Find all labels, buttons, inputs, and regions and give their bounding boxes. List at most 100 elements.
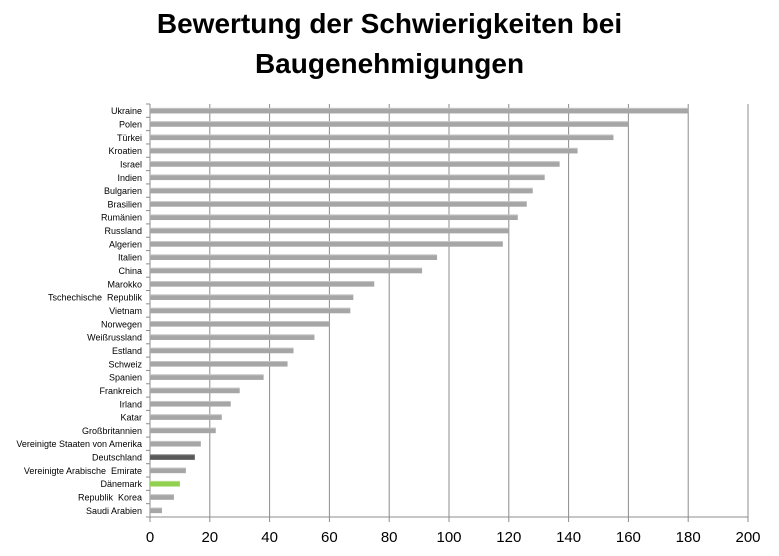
x-tick-label-4: 80 (381, 529, 398, 546)
bar-highlight-29 (150, 494, 174, 496)
bar-23 (150, 414, 222, 420)
bar-highlight-14 (150, 294, 354, 296)
category-label-16: Norwegen (101, 319, 142, 329)
bar-5 (150, 174, 545, 181)
bar-29 (150, 494, 174, 500)
bar-22 (150, 400, 231, 407)
category-label-15: Vietnam (109, 306, 142, 316)
category-label-14: Tschechische Republik (48, 293, 143, 303)
bar-highlight-3 (150, 147, 578, 149)
category-label-10: Algerien (109, 239, 142, 249)
bar-15 (150, 307, 351, 314)
x-tick-label-5: 100 (436, 529, 461, 546)
category-label-2: Türkei (117, 133, 142, 143)
bar-3 (150, 147, 578, 154)
bar-highlight-0 (150, 107, 689, 109)
bar-8 (150, 214, 518, 221)
bar-highlight-28 (150, 480, 180, 482)
category-label-3: Kroatien (108, 146, 142, 156)
bar-highlight-24 (150, 427, 216, 429)
bar-11 (150, 254, 438, 261)
bar-0 (150, 107, 689, 114)
bar-12 (150, 267, 423, 274)
bar-26 (150, 454, 195, 460)
category-label-26: Deutschland (92, 453, 142, 463)
bar-highlight-11 (150, 254, 438, 256)
category-label-6: Bulgarien (104, 186, 142, 196)
category-label-0: Ukraine (111, 106, 142, 116)
category-label-11: Italien (118, 253, 142, 263)
bar-18 (150, 347, 294, 354)
bar-9 (150, 227, 509, 234)
category-label-18: Estland (112, 346, 142, 356)
bar-highlight-17 (150, 334, 315, 336)
bar-highlight-30 (150, 507, 162, 509)
category-label-23: Katar (120, 413, 142, 423)
bar-highlight-1 (150, 121, 629, 123)
category-label-19: Schweiz (108, 359, 142, 369)
bar-highlight-6 (150, 187, 533, 189)
bar-19 (150, 360, 288, 367)
category-label-8: Rumänien (101, 213, 142, 223)
x-tick-label-10: 200 (735, 529, 760, 546)
category-label-20: Spanien (109, 373, 142, 383)
chart-title-line-1: Bewertung der Schwierigkeiten bei (156, 8, 623, 39)
bar-1 (150, 121, 629, 127)
bar-13 (150, 281, 375, 287)
bar-highlight-22 (150, 400, 231, 402)
category-label-30: Saudi Arabien (86, 506, 142, 516)
bar-10 (150, 241, 503, 247)
category-label-4: Israel (120, 159, 142, 169)
category-label-1: Polen (119, 119, 142, 129)
bar-4 (150, 161, 560, 167)
bar-27 (150, 467, 186, 474)
bar-highlight-20 (150, 374, 264, 376)
x-tick-label-2: 40 (261, 529, 278, 546)
bar-highlight-5 (150, 174, 545, 176)
category-label-13: Marokko (107, 279, 142, 289)
bar-20 (150, 374, 264, 380)
category-label-9: Russland (104, 226, 142, 236)
x-tick-label-7: 140 (556, 529, 581, 546)
x-tick-label-0: 0 (146, 529, 154, 546)
category-label-17: Weißrussland (87, 333, 142, 343)
x-tick-label-3: 60 (321, 529, 338, 546)
bar-highlight-12 (150, 267, 423, 269)
category-label-25: Vereinigte Staaten von Amerika (16, 439, 142, 449)
bar-highlight-9 (150, 227, 509, 229)
bar-highlight-2 (150, 134, 614, 136)
chart-title-line-2: Baugenehmigungen (254, 48, 525, 79)
category-label-5: Indien (117, 173, 142, 183)
bar-16 (150, 321, 330, 327)
bar-30 (150, 507, 162, 514)
bar-highlight-10 (150, 241, 503, 243)
bar-highlight-23 (150, 414, 222, 416)
bar-24 (150, 427, 216, 434)
category-label-12: China (118, 266, 142, 276)
bar-highlight-13 (150, 281, 375, 283)
chart-title: Bewertung der Schwierigkeiten bei Baugen… (0, 4, 779, 84)
bar-highlight-8 (150, 214, 518, 216)
bar-25 (150, 440, 201, 447)
bar-highlight-27 (150, 467, 186, 469)
category-label-22: Irland (119, 399, 142, 409)
bar-highlight-19 (150, 360, 288, 362)
bar-highlight-21 (150, 387, 240, 389)
bar-6 (150, 187, 533, 194)
x-tick-label-9: 180 (676, 529, 701, 546)
bar-highlight-26 (150, 454, 195, 456)
bar-highlight-4 (150, 161, 560, 163)
bar-7 (150, 201, 527, 207)
category-label-27: Vereinigte Arabische Emirate (24, 466, 142, 476)
bar-14 (150, 294, 354, 300)
category-label-7: Brasilien (107, 199, 142, 209)
bar-highlight-7 (150, 201, 527, 203)
bar-highlight-15 (150, 307, 351, 309)
bar-highlight-25 (150, 440, 201, 442)
bar-28 (150, 480, 180, 487)
bar-highlight-18 (150, 347, 294, 349)
category-label-28: Dänemark (100, 479, 142, 489)
bar-21 (150, 387, 240, 394)
